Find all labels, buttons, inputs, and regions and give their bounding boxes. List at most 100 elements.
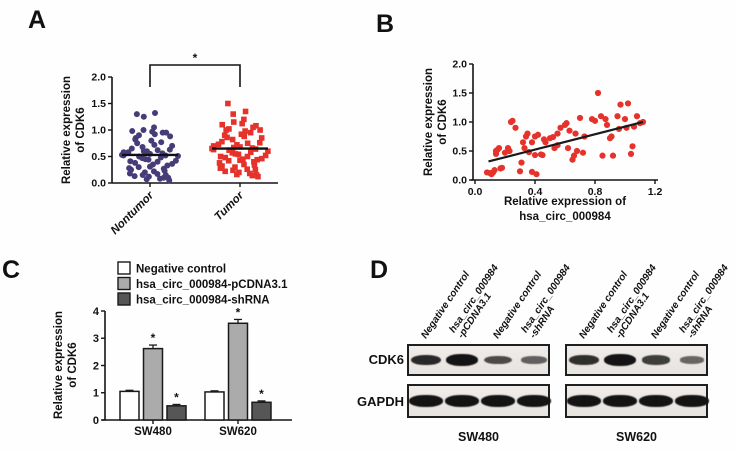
significance-bracket xyxy=(149,64,241,87)
data-point xyxy=(531,151,539,159)
data-point xyxy=(534,131,542,138)
data-point-tumor xyxy=(242,128,248,134)
protein-band xyxy=(603,395,637,407)
panel-a-y-axis-title-line2: of CDK6 xyxy=(75,107,87,152)
data-point-tumor xyxy=(230,119,237,125)
data-point-nontumor xyxy=(131,173,138,180)
panel-c-y-tick-label: 0 xyxy=(93,415,99,427)
data-point-nontumor xyxy=(166,177,173,184)
blot-membrane-gapdh-sw620 xyxy=(565,384,709,418)
data-point-nontumor xyxy=(127,158,134,165)
panel-b-y-tick-label: 2.0 xyxy=(452,59,467,71)
bar-significance-asterisk: * xyxy=(151,331,156,345)
panel-c-y-axis-title-line2: of CDK6 xyxy=(67,342,79,387)
data-point-nontumor xyxy=(140,113,147,120)
data-point-tumor xyxy=(239,120,245,127)
panel-b-x-axis-title-line1: Relative expression of xyxy=(504,196,626,208)
data-point-tumor xyxy=(210,143,217,149)
data-point-nontumor xyxy=(135,132,142,139)
data-point xyxy=(566,127,573,134)
data-point-tumor xyxy=(255,173,261,180)
data-point-nontumor xyxy=(126,170,133,177)
panel-c-label: C xyxy=(2,256,21,284)
panel-b-y-axis-title-line1: Relative expression xyxy=(423,68,435,176)
panel-b-scatter-plot: Relative expression of CDK6 Relative exp… xyxy=(423,59,663,224)
bar-sw620 xyxy=(227,322,249,421)
panel-a-label: A xyxy=(28,6,47,34)
bar-significance-asterisk: * xyxy=(259,387,264,401)
data-point-tumor xyxy=(241,133,248,140)
data-point-tumor xyxy=(251,162,258,168)
bar-sw480 xyxy=(166,405,187,421)
panel-b-x-tick-label: 0.0 xyxy=(468,186,483,198)
protein-band xyxy=(409,395,443,407)
data-point-tumor xyxy=(226,126,232,132)
data-point-tumor xyxy=(250,124,256,131)
data-point xyxy=(624,100,632,107)
data-point-tumor xyxy=(253,122,259,129)
data-point-nontumor xyxy=(163,129,170,136)
data-point-nontumor xyxy=(151,131,158,138)
panel-b-y-tick-label: 1.5 xyxy=(452,88,467,100)
panel-b-y-tick-label: 1.0 xyxy=(452,117,467,129)
bar-significance-asterisk: * xyxy=(236,305,241,319)
data-point-nontumor xyxy=(129,128,136,135)
data-point xyxy=(570,152,578,159)
cell-line-label-sw480: SW480 xyxy=(458,430,499,444)
data-point-nontumor xyxy=(132,159,139,166)
data-point xyxy=(599,152,606,159)
protein-band xyxy=(675,395,709,407)
data-point-nontumor xyxy=(133,111,140,118)
panel-c-category-label: SW620 xyxy=(219,426,257,438)
data-point xyxy=(591,117,599,124)
data-point xyxy=(549,133,557,141)
data-point-tumor xyxy=(235,151,242,158)
blot-membrane-gapdh-sw480 xyxy=(407,384,551,418)
panel-a-category-label: Tumor xyxy=(212,189,246,223)
protein-band xyxy=(410,354,442,366)
data-point-nontumor xyxy=(143,176,150,183)
data-point xyxy=(572,130,579,137)
data-point-tumor xyxy=(237,157,243,164)
lane-label: hsa_circ_000984 -shRNA xyxy=(677,262,732,341)
data-point-tumor xyxy=(244,166,250,173)
data-point-tumor xyxy=(251,159,257,165)
data-point-nontumor xyxy=(154,158,161,165)
data-point-tumor xyxy=(241,161,247,168)
cell-line-label-sw620: SW620 xyxy=(616,430,657,444)
panel-b-x-tick-label: 0.8 xyxy=(588,186,603,198)
data-point xyxy=(557,124,564,131)
panel-b-x-axis-title-line2: hsa_circ_000984 xyxy=(519,211,611,223)
protein-band xyxy=(446,354,478,366)
protein-band xyxy=(641,355,671,365)
data-point xyxy=(518,159,525,166)
bar-sw480 xyxy=(142,347,164,421)
blot-row-label-cdk6: CDK6 xyxy=(368,352,404,367)
data-point-nontumor xyxy=(160,165,167,172)
data-point-tumor xyxy=(242,108,249,115)
panel-c-y-tick-label: 1 xyxy=(93,388,99,400)
data-point-tumor xyxy=(222,154,229,161)
panel-c-y-tick-label: 3 xyxy=(93,333,99,345)
data-point-nontumor xyxy=(140,127,147,133)
legend-label: hsa_circ_000984-shRNA xyxy=(136,295,270,307)
panel-a-y-tick-label: 2.0 xyxy=(91,72,106,84)
data-point-tumor xyxy=(241,116,247,123)
data-point-tumor xyxy=(217,153,224,160)
data-point-nontumor xyxy=(134,140,141,147)
data-point xyxy=(516,168,524,175)
data-point-nontumor xyxy=(152,110,159,117)
legend-swatch xyxy=(117,276,131,291)
panel-a-y-tick-label: 1.5 xyxy=(91,98,106,110)
data-point-tumor xyxy=(262,152,269,159)
data-point xyxy=(539,151,546,159)
panel-b-x-tick-label: 1.2 xyxy=(648,186,663,198)
data-point-tumor xyxy=(222,168,228,175)
data-point-tumor xyxy=(219,138,225,145)
data-point-tumor xyxy=(226,147,232,153)
data-point-nontumor xyxy=(154,147,161,154)
data-point xyxy=(608,133,615,140)
data-point-tumor xyxy=(230,111,237,117)
data-point-nontumor xyxy=(145,156,152,163)
